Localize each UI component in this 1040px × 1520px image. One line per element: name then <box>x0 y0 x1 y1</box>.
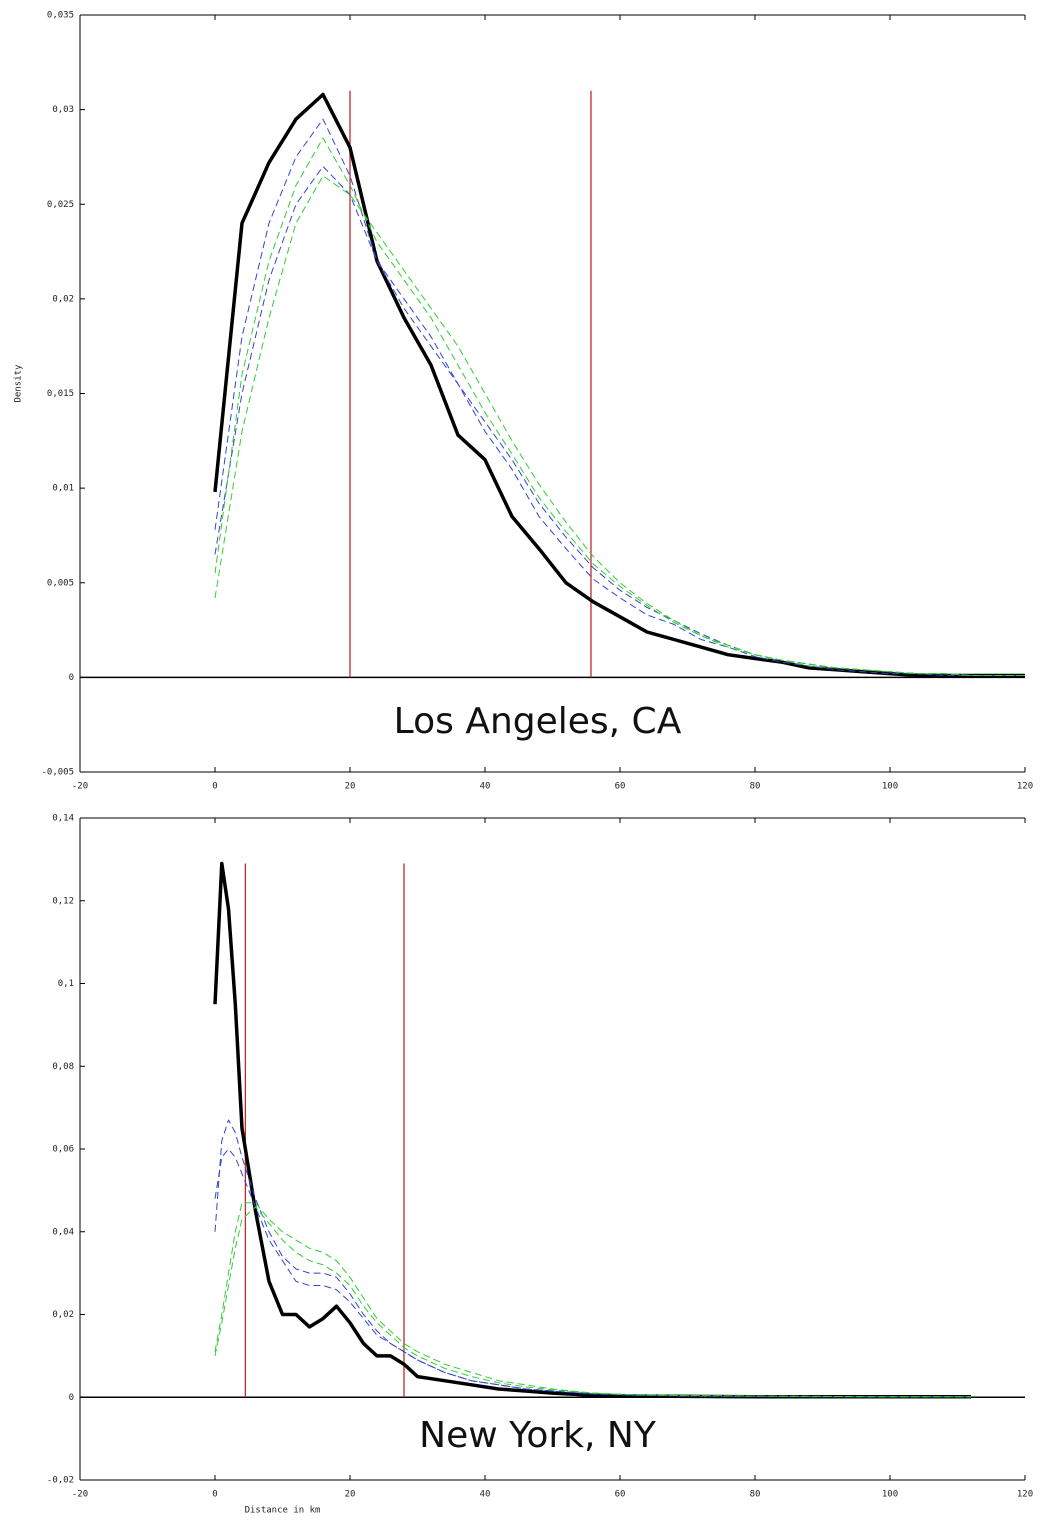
x-tick-label: 80 <box>750 782 761 792</box>
x-tick-label: 0 <box>212 1490 217 1500</box>
series-line <box>214 175 1025 676</box>
series-line <box>214 1148 971 1398</box>
x-tick-label: 40 <box>480 1490 491 1500</box>
y-tick-label: 0 <box>69 673 74 683</box>
x-tick-label: 80 <box>750 1490 761 1500</box>
x-tick-label: 120 <box>1017 1490 1033 1500</box>
series-line <box>214 118 1025 676</box>
y-tick-label: 0,02 <box>52 1310 74 1320</box>
series-line <box>214 165 1025 676</box>
x-tick-label: 20 <box>345 782 356 792</box>
series-line <box>214 1206 971 1398</box>
x-tick-label: 60 <box>615 782 626 792</box>
y-tick-label: 0,01 <box>52 484 74 494</box>
series-line <box>214 137 1025 676</box>
x-tick-label: 100 <box>882 1490 898 1500</box>
y-axis-label: Density <box>14 364 24 403</box>
x-tick-label: 120 <box>1017 782 1033 792</box>
y-tick-label: 0,035 <box>47 11 74 21</box>
series-line <box>213 92 1025 678</box>
series-line <box>214 1202 971 1398</box>
x-tick-label: 20 <box>345 1490 356 1500</box>
city-label: New York, NY <box>419 1415 657 1456</box>
y-tick-label: -0,005 <box>41 768 74 778</box>
x-tick-label: -20 <box>72 782 88 792</box>
y-tick-label: 0,1 <box>58 979 74 989</box>
y-tick-label: 0,025 <box>47 200 74 210</box>
y-tick-label: 0 <box>69 1393 74 1403</box>
x-tick-label: 40 <box>480 782 491 792</box>
y-tick-label: 0,08 <box>52 1062 74 1072</box>
series-line <box>213 861 971 1399</box>
x-tick-label: 60 <box>615 1490 626 1500</box>
city-label: Los Angeles, CA <box>394 701 682 742</box>
y-tick-label: 0,02 <box>52 294 74 304</box>
y-tick-label: 0,03 <box>52 105 74 115</box>
x-tick-label: 0 <box>212 782 217 792</box>
y-tick-label: -0,02 <box>47 1476 74 1486</box>
x-tick-label: 100 <box>882 782 898 792</box>
y-tick-label: 0,06 <box>52 1145 74 1155</box>
y-tick-label: 0,04 <box>52 1227 74 1237</box>
x-tick-label: -20 <box>72 1490 88 1500</box>
y-tick-label: 0,14 <box>52 814 74 824</box>
x-axis-label: Distance in km <box>245 1506 321 1516</box>
y-tick-label: 0,015 <box>47 389 74 399</box>
y-tick-label: 0,005 <box>47 578 74 588</box>
y-tick-label: 0,12 <box>52 896 74 906</box>
series-line <box>214 1119 971 1398</box>
